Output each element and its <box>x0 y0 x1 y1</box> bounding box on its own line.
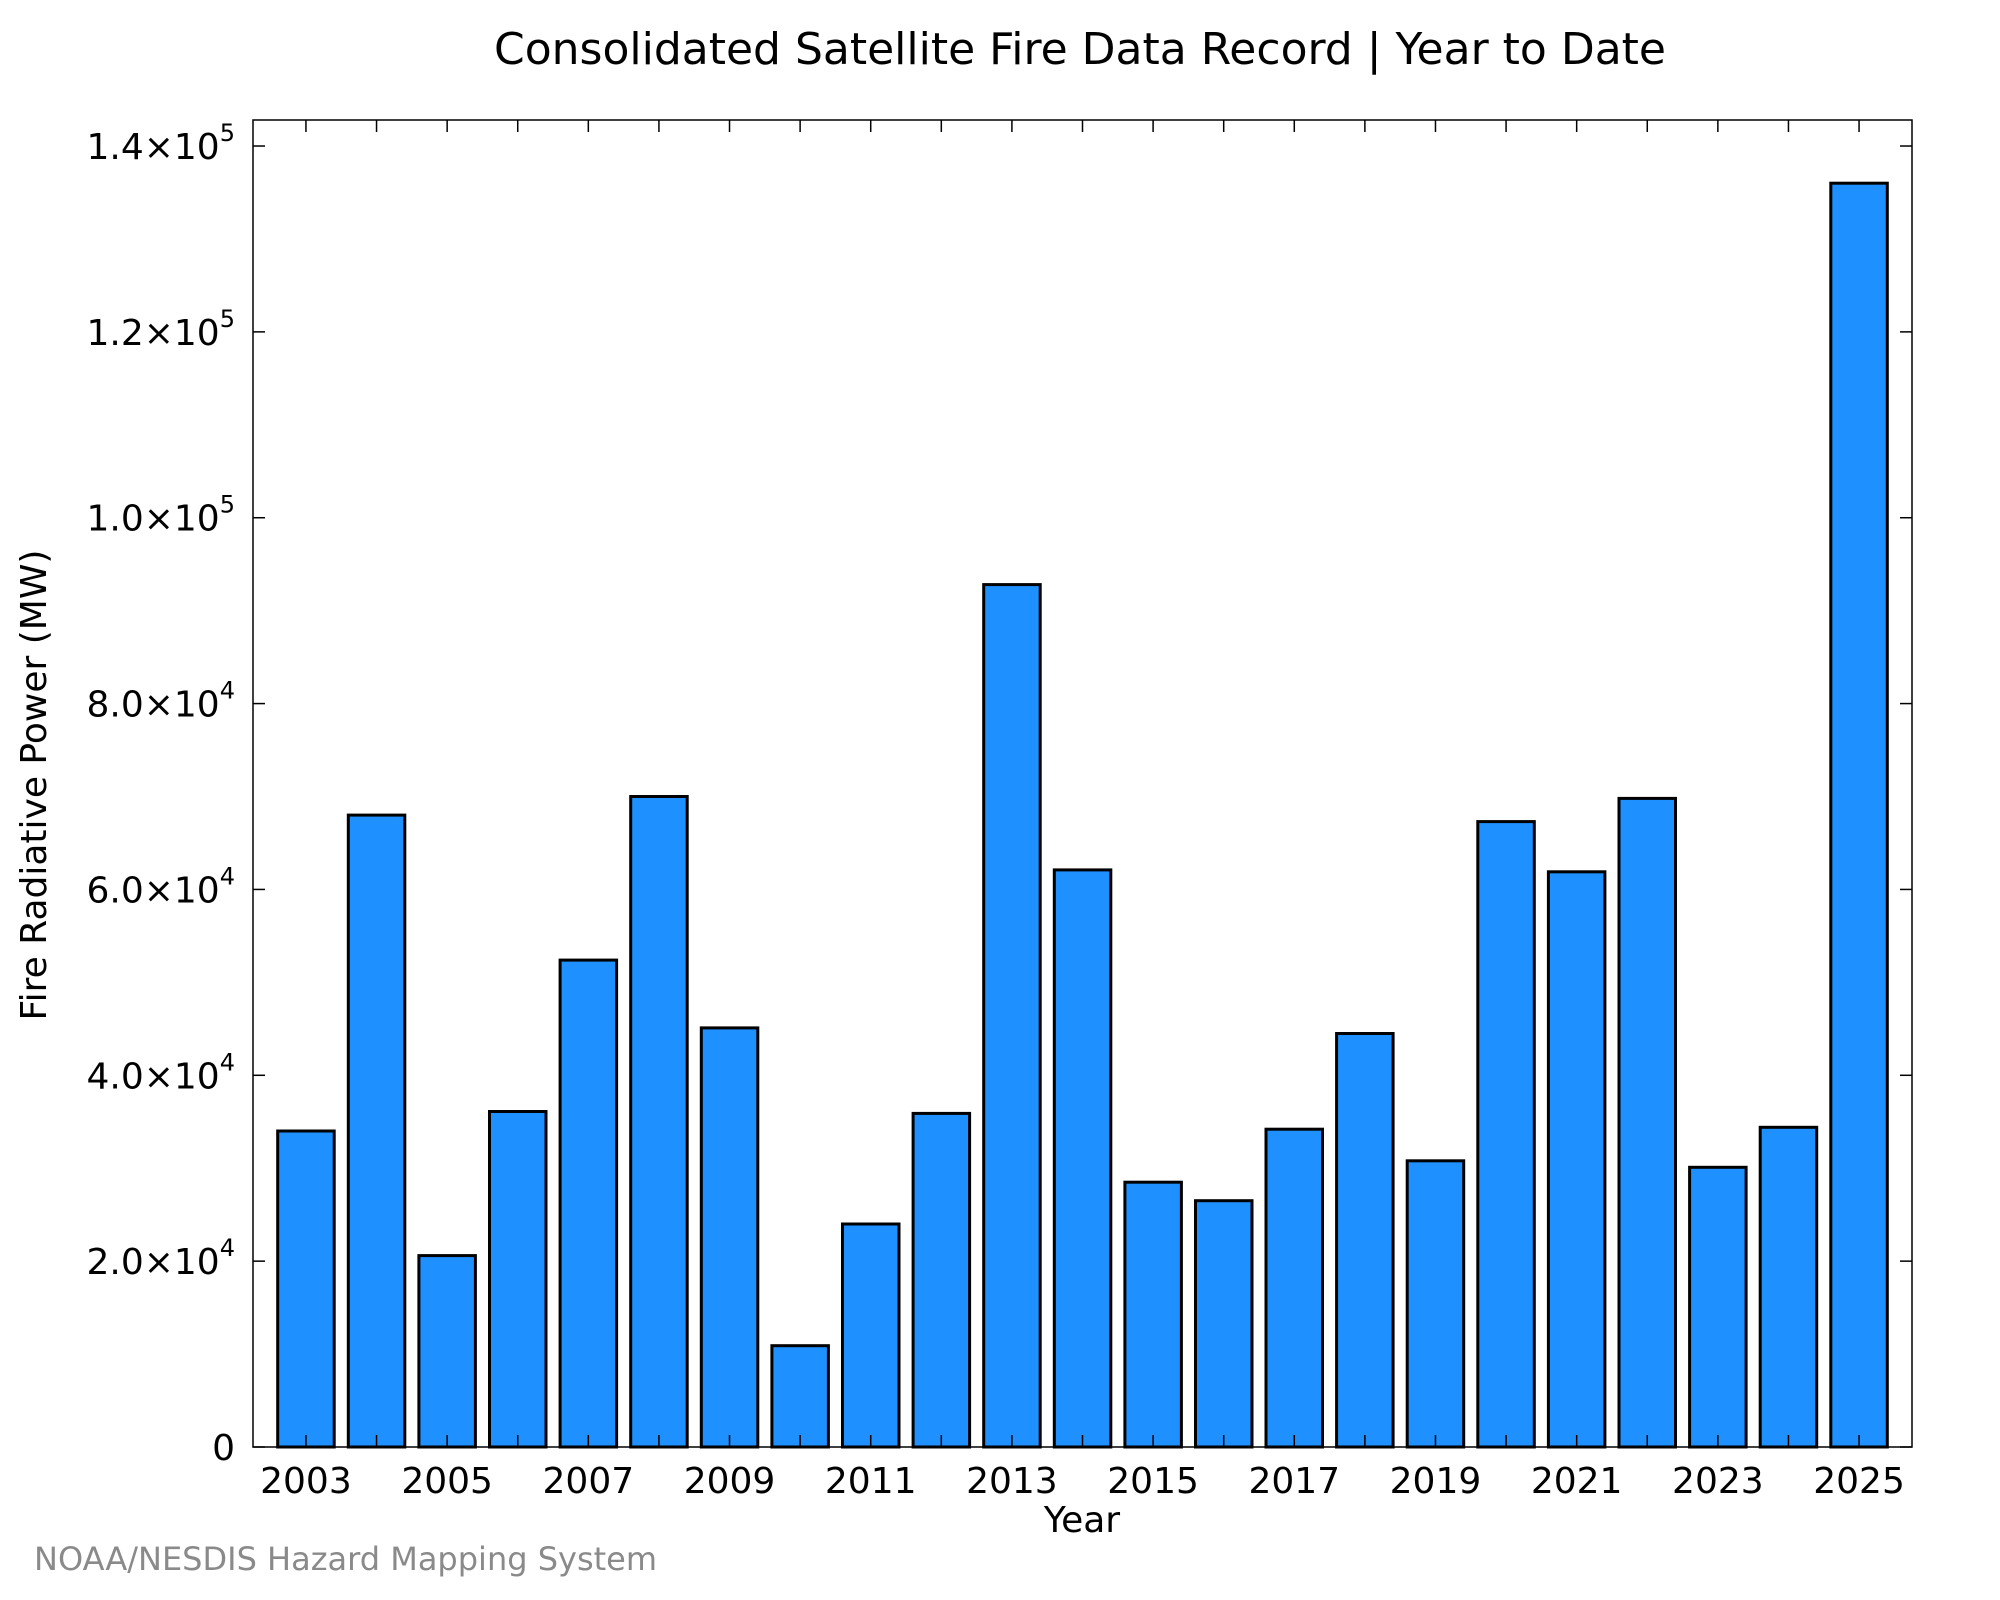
y-tick-label: 2.0×104 <box>86 1234 235 1283</box>
x-tick-label: 2011 <box>825 1461 917 1502</box>
x-tick-label: 2025 <box>1813 1461 1905 1502</box>
x-tick-label: 2015 <box>1107 1461 1199 1502</box>
x-tick-label: 2005 <box>401 1461 493 1502</box>
bar-2024 <box>1758 1125 1819 1449</box>
x-tick-label: 2009 <box>684 1461 776 1502</box>
bar-2015 <box>1123 1180 1183 1449</box>
x-tick-label: 2019 <box>1390 1461 1482 1502</box>
bar-2007 <box>558 958 619 1449</box>
y-tick-label: 8.0×104 <box>86 677 235 726</box>
bar-2022 <box>1617 796 1677 1449</box>
bar-2011 <box>841 1222 901 1449</box>
bar-2006 <box>488 1110 548 1449</box>
bar-2010 <box>770 1344 830 1449</box>
x-axis-label: Year <box>1043 1500 1120 1541</box>
x-tick-label: 2021 <box>1531 1461 1623 1502</box>
bar-2009 <box>699 1026 760 1449</box>
source-credit: NOAA/NESDIS Hazard Mapping System <box>34 1540 658 1578</box>
y-tick-label: 1.0×105 <box>86 491 235 540</box>
bar-2014 <box>1052 868 1113 1449</box>
chart-title: Consolidated Satellite Fire Data Record … <box>494 24 1666 75</box>
bar-2018 <box>1335 1032 1395 1449</box>
x-tick-label: 2003 <box>260 1461 352 1502</box>
y-tick-label: 4.0×104 <box>86 1048 235 1097</box>
bars-group <box>276 181 1889 1449</box>
x-tick-label: 2023 <box>1672 1461 1764 1502</box>
bar-2025 <box>1829 181 1889 1449</box>
bar-2016 <box>1194 1199 1254 1449</box>
x-tick-label: 2013 <box>966 1461 1058 1502</box>
bar-2012 <box>911 1111 972 1449</box>
y-tick-label: 1.4×105 <box>86 119 235 168</box>
y-tick-label: 0 <box>212 1428 235 1469</box>
bar-2020 <box>1476 820 1536 1449</box>
bar-2021 <box>1546 870 1607 1449</box>
bar-2004 <box>346 813 407 1449</box>
bar-2003 <box>276 1129 336 1449</box>
bar-2005 <box>417 1254 477 1449</box>
y-axis-label: Fire Radiative Power (MW) <box>14 550 55 1021</box>
x-tick-label: 2017 <box>1248 1461 1340 1502</box>
x-tick-label: 2007 <box>543 1461 635 1502</box>
axes-group: 0 2.0×104 4.0×104 6.0×104 8.0×104 1.0×105 1.2×… <box>86 119 1913 1502</box>
bar-2013 <box>982 583 1042 1449</box>
bar-2023 <box>1688 1165 1748 1449</box>
bar-2017 <box>1264 1127 1324 1449</box>
bar-2019 <box>1405 1159 1466 1449</box>
y-tick-label: 1.2×105 <box>86 305 235 354</box>
y-tick-label: 6.0×104 <box>86 862 235 911</box>
bar-2008 <box>629 795 689 1449</box>
